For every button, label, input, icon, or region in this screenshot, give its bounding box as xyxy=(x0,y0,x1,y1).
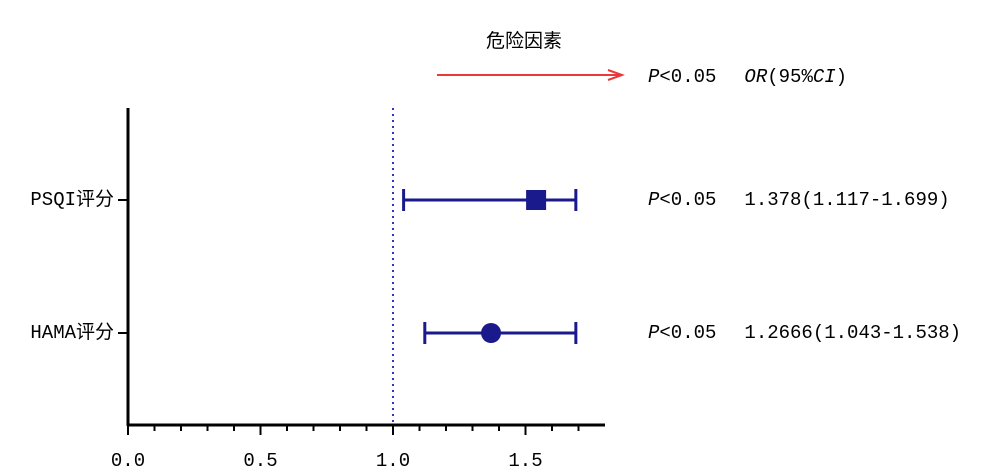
point-estimate xyxy=(481,323,502,343)
x-tick-label: 0.5 xyxy=(243,450,277,472)
header: P<0.05 OR(95%CI) xyxy=(648,66,847,88)
y-tick-label: HAMA评分 xyxy=(30,321,114,344)
header-or: OR xyxy=(744,66,767,88)
x-tick-label: 1.5 xyxy=(508,450,542,472)
header-ci: CI xyxy=(813,66,836,88)
row-or: 1.2666(1.043-1.538) xyxy=(744,322,961,344)
annotation: 危险因素 xyxy=(486,30,562,53)
row-stats: P<0.05 1.2666(1.043-1.538) xyxy=(648,322,961,344)
point-estimate xyxy=(526,190,547,210)
row-p-threshold: <0.05 xyxy=(659,189,716,211)
row-p-threshold: <0.05 xyxy=(659,322,716,344)
header-p: P xyxy=(648,66,660,88)
header-ci-open: (95% xyxy=(767,66,813,88)
header-ci-close: ) xyxy=(836,66,847,88)
y-tick-label: PSQI评分 xyxy=(30,188,114,211)
row-p: P xyxy=(648,189,660,211)
row-or: 1.378(1.117-1.699) xyxy=(744,189,949,211)
risk-arrow-head xyxy=(607,69,625,81)
x-tick-label: 0.0 xyxy=(111,450,145,472)
row-p: P xyxy=(648,322,660,344)
x-tick-label: 1.0 xyxy=(376,450,410,472)
row-stats: P<0.05 1.378(1.117-1.699) xyxy=(648,189,950,211)
header-p-threshold: <0.05 xyxy=(659,66,716,88)
